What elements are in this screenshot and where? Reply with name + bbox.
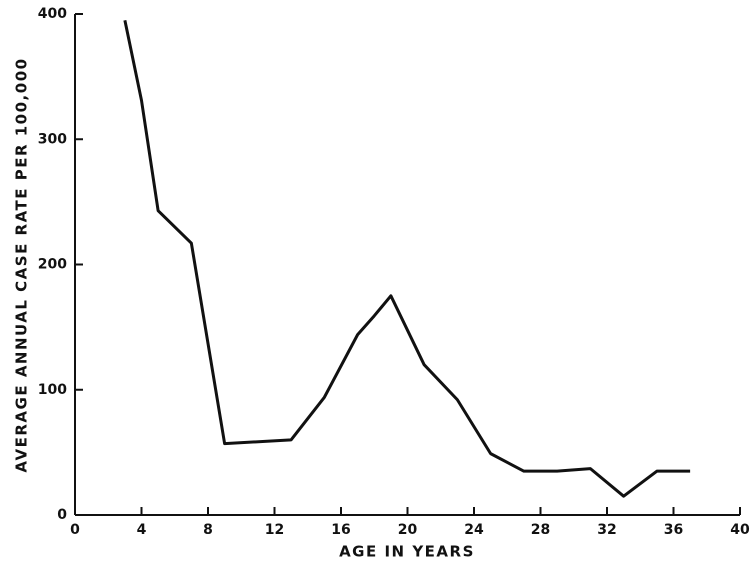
x-tick-label: 16 [331, 522, 350, 538]
x-tick-label: 36 [664, 522, 683, 538]
y-tick-label: 200 [38, 257, 67, 273]
x-axis-title: AGE IN YEARS [339, 543, 475, 561]
y-tick-label: 400 [38, 6, 67, 22]
x-tick-label: 8 [203, 522, 213, 538]
y-tick-label: 300 [38, 131, 67, 147]
y-tick-label: 0 [57, 507, 67, 523]
x-tick-label: 32 [597, 522, 616, 538]
x-tick-label: 12 [265, 522, 284, 538]
y-tick-label: 100 [38, 382, 67, 398]
data-line [123, 19, 691, 498]
y-axis-title: AVERAGE ANNUAL CASE RATE PER 100,000 [13, 57, 31, 472]
x-tick-label: 4 [137, 522, 147, 538]
x-tick-label: 20 [398, 522, 418, 538]
x-tick-label: 24 [464, 522, 484, 538]
x-tick-label: 40 [730, 522, 750, 538]
x-tick-label: 28 [531, 522, 550, 538]
x-tick-label: 0 [70, 522, 80, 538]
